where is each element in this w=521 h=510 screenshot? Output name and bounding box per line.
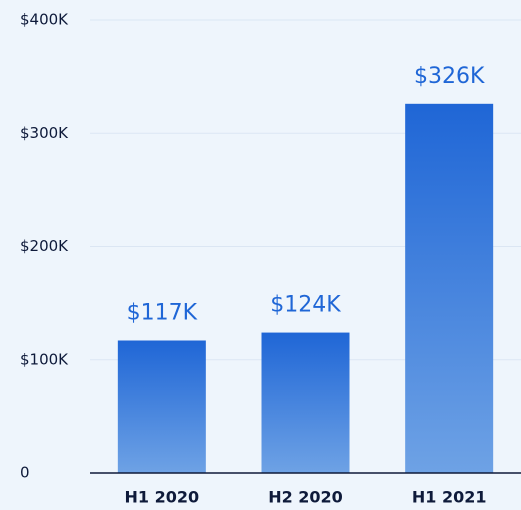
y-tick-label: $300K: [20, 124, 69, 142]
y-tick-label: $200K: [20, 237, 69, 255]
x-tick-label: H1 2020: [125, 488, 200, 507]
data-label: $117K: [127, 300, 198, 325]
data-label: $124K: [270, 293, 341, 318]
y-tick-label: 0: [20, 464, 30, 482]
y-tick-label: $400K: [20, 11, 69, 29]
x-tick-label: H2 2020: [268, 488, 343, 507]
x-tick-label: H1 2021: [412, 488, 487, 507]
bar: [405, 103, 494, 474]
bar: [261, 332, 350, 473]
bar: [117, 340, 206, 473]
data-label: $326K: [414, 64, 485, 89]
y-tick-label: $100K: [20, 350, 69, 368]
